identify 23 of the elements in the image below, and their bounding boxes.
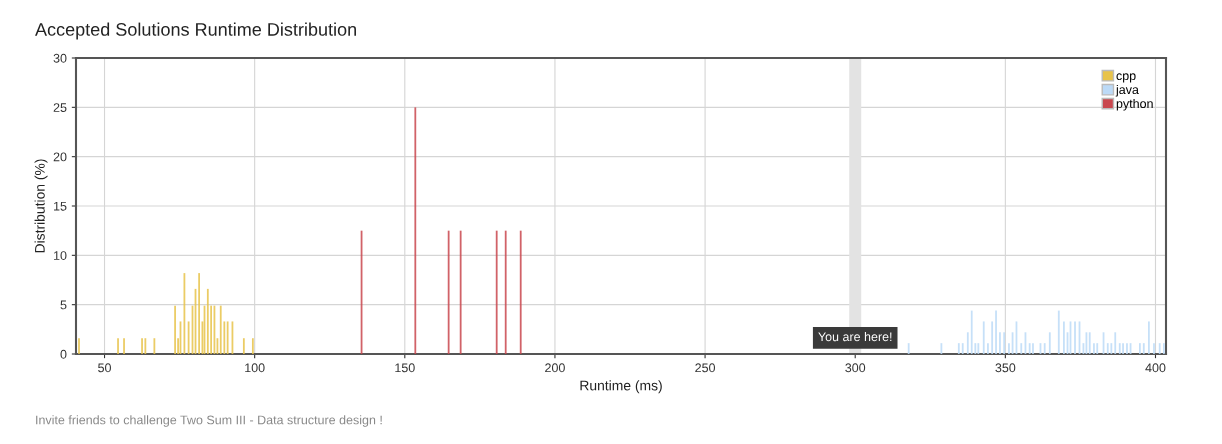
x-tick-label: 100 [245, 363, 265, 373]
x-tick-label: 250 [695, 363, 716, 373]
y-tick-label: 0 [60, 349, 67, 359]
x-tick-label: 400 [1145, 363, 1166, 373]
legend-label: java [1115, 84, 1139, 97]
x-tick-label: 350 [995, 363, 1016, 373]
y-tick-label: 30 [53, 53, 67, 63]
band-label: You are here! [818, 331, 892, 342]
x-tick-label: 200 [545, 363, 565, 373]
chart-title: Accepted Solutions Runtime Distribution [35, 22, 356, 40]
x-tick-label: 50 [98, 363, 111, 373]
text: Invite friends to challenge Two Sum III - Data structure design ! [36, 415, 382, 427]
y-tick-label: 25 [53, 103, 67, 112]
y-tick-label: 15 [54, 201, 67, 211]
y-tick-label: 20 [53, 152, 67, 162]
x-tick-label: 150 [395, 363, 415, 373]
x-axis-title: Runtime (ms) [580, 380, 662, 394]
x-tick-label: 300 [845, 363, 866, 373]
legend-label: python [1116, 98, 1153, 111]
y-tick-label: 5 [60, 300, 67, 310]
y-tick-label: 10 [54, 251, 67, 260]
y-axis-title: Distribution (%) [34, 159, 48, 253]
legend-label: cpp [1116, 73, 1136, 83]
